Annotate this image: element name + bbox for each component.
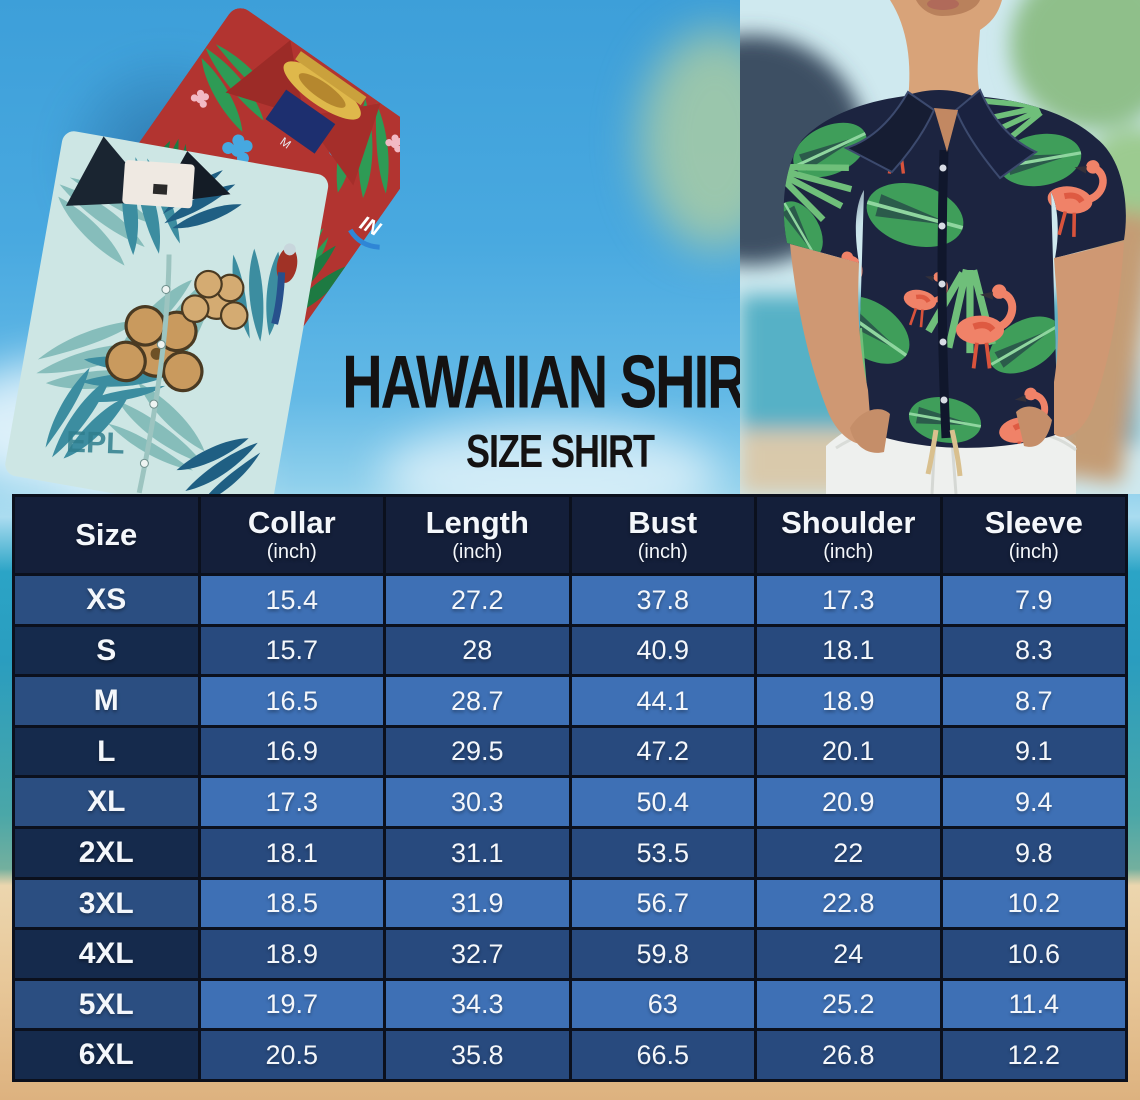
size-value: 24	[757, 930, 940, 978]
size-value: 27.2	[386, 576, 569, 624]
table-row-6xl: 6XL 20.5 35.8 66.5 26.8 12.2	[15, 1031, 1125, 1079]
size-value: 18.1	[757, 626, 940, 675]
size-value: 26.8	[757, 1031, 940, 1079]
size-value: 25.2	[757, 980, 940, 1029]
size-value: 16.9	[200, 727, 383, 776]
size-value: 7.9	[942, 576, 1125, 624]
table-row-xl: XL 17.3 30.3 50.4 20.9 9.4	[15, 778, 1125, 826]
table-row-m: M 16.5 28.7 44.1 18.9 8.7	[15, 677, 1125, 725]
size-value: 30.3	[386, 778, 569, 826]
size-value: 31.1	[386, 828, 569, 877]
size-value: 9.1	[942, 727, 1125, 776]
header-sleeve: Sleeve (inch)	[942, 497, 1125, 573]
table-row-l: L 16.9 29.5 47.2 20.1 9.1	[15, 727, 1125, 776]
folded-shirts-photo: M IN	[5, 2, 400, 500]
size-label: M	[15, 677, 198, 725]
size-value: 8.3	[942, 626, 1125, 675]
size-value: 66.5	[571, 1031, 754, 1079]
size-label: L	[15, 727, 198, 776]
size-value: 18.1	[200, 828, 383, 877]
page-title: HAWAIIAN SHIRT	[342, 339, 780, 424]
size-label: XS	[15, 576, 198, 624]
title-block: HAWAIIAN SHIRT SIZE SHIRT	[320, 338, 800, 477]
pants-drawstring	[925, 429, 963, 477]
table-header-row: Size Collar (inch) Length (inch) Bust (i…	[15, 497, 1125, 573]
size-value: 17.3	[200, 778, 383, 826]
size-value: 16.5	[200, 677, 383, 725]
model-photo	[740, 0, 1140, 494]
page-subtitle: SIZE SHIRT	[465, 425, 655, 478]
size-value: 18.9	[757, 677, 940, 725]
size-chart-table: Size Collar (inch) Length (inch) Bust (i…	[12, 494, 1128, 1082]
print-text-epl: EPL	[66, 426, 125, 461]
gold-label-print	[283, 51, 367, 120]
table-row-xs: XS 15.4 27.2 37.8 17.3 7.9	[15, 576, 1125, 624]
teal-hawaiian-shirt: EPL	[5, 131, 329, 500]
size-value: 20.5	[200, 1031, 383, 1079]
size-value: 20.1	[757, 727, 940, 776]
table-row-4xl: 4XL 18.9 32.7 59.8 24 10.6	[15, 930, 1125, 978]
size-value: 9.4	[942, 778, 1125, 826]
size-value: 28.7	[386, 677, 569, 725]
size-value: 8.7	[942, 677, 1125, 725]
size-value: 15.4	[200, 576, 383, 624]
size-value: 10.2	[942, 879, 1125, 928]
size-value: 35.8	[386, 1031, 569, 1079]
size-label: 5XL	[15, 980, 198, 1029]
size-label: 4XL	[15, 930, 198, 978]
size-value: 19.7	[200, 980, 383, 1029]
table-row-2xl: 2XL 18.1 31.1 53.5 22 9.8	[15, 828, 1125, 877]
size-value: 18.9	[200, 930, 383, 978]
size-value: 56.7	[571, 879, 754, 928]
size-value: 47.2	[571, 727, 754, 776]
size-value: 50.4	[571, 778, 754, 826]
model-arms	[790, 242, 1124, 453]
size-value: 34.3	[386, 980, 569, 1029]
size-label: 3XL	[15, 879, 198, 928]
size-value: 28	[386, 626, 569, 675]
size-label: S	[15, 626, 198, 675]
size-label: 6XL	[15, 1031, 198, 1079]
header-shoulder: Shoulder (inch)	[757, 497, 940, 573]
model-shirt	[783, 88, 1126, 448]
header-bust: Bust (inch)	[571, 497, 754, 573]
table-row-3xl: 3XL 18.5 31.9 56.7 22.8 10.2	[15, 879, 1125, 928]
size-value: 40.9	[571, 626, 754, 675]
table-row-5xl: 5XL 19.7 34.3 63 25.2 11.4	[15, 980, 1125, 1029]
size-value: 59.8	[571, 930, 754, 978]
table-row-s: S 15.7 28 40.9 18.1 8.3	[15, 626, 1125, 675]
size-value: 20.9	[757, 778, 940, 826]
size-value: 9.8	[942, 828, 1125, 877]
size-value: 18.5	[200, 879, 383, 928]
size-value: 17.3	[757, 576, 940, 624]
size-value: 32.7	[386, 930, 569, 978]
parrot-print	[271, 243, 298, 325]
size-value: 15.7	[200, 626, 383, 675]
size-value: 12.2	[942, 1031, 1125, 1079]
size-value: 11.4	[942, 980, 1125, 1029]
header-length: Length (inch)	[386, 497, 569, 573]
size-value: 53.5	[571, 828, 754, 877]
size-label: XL	[15, 778, 198, 826]
size-value: 22.8	[757, 879, 940, 928]
model-neck	[890, 0, 1002, 114]
size-value: 10.6	[942, 930, 1125, 978]
header-collar: Collar (inch)	[200, 497, 383, 573]
size-value: 44.1	[571, 677, 754, 725]
size-value: 37.8	[571, 576, 754, 624]
size-label: 2XL	[15, 828, 198, 877]
size-value: 22	[757, 828, 940, 877]
header-size: Size	[15, 497, 198, 573]
size-value: 63	[571, 980, 754, 1029]
size-value: 29.5	[386, 727, 569, 776]
model-lips	[927, 0, 959, 10]
size-value: 31.9	[386, 879, 569, 928]
